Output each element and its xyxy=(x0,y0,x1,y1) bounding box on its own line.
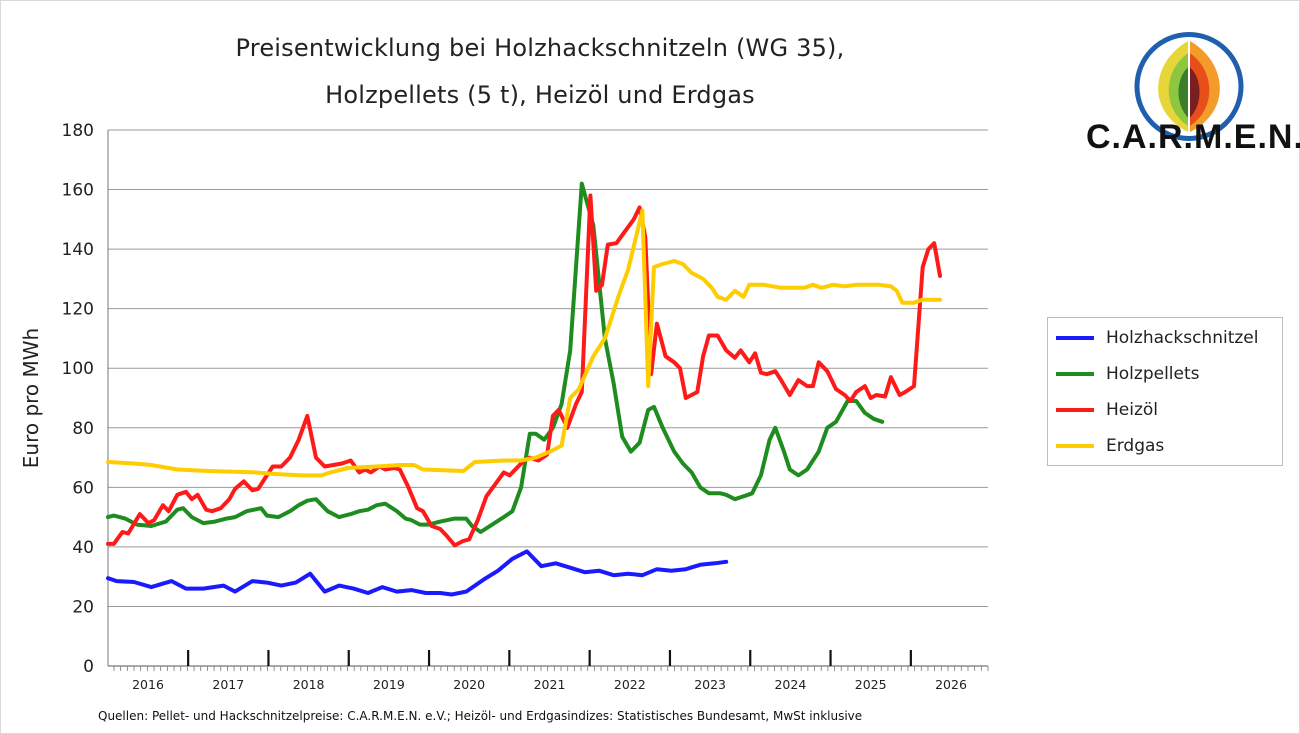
y-tick-label-140: 140 xyxy=(62,240,94,260)
legend-item-holzhackschnitzel: Holzhackschnitzel xyxy=(1056,326,1258,350)
legend-label-holzhackschnitzel: Holzhackschnitzel xyxy=(1106,328,1259,348)
y-tick-label-40: 40 xyxy=(72,538,94,558)
legend-swatch-holzpellets xyxy=(1056,372,1094,376)
x-tick-label-2016: 2016 xyxy=(132,677,164,692)
y-tick-label-20: 20 xyxy=(72,597,94,617)
legend-item-holzpellets: Holzpellets xyxy=(1056,362,1200,386)
x-tick-label-2021: 2021 xyxy=(534,677,566,692)
x-tick-label-2022: 2022 xyxy=(614,677,646,692)
legend-label-erdgas: Erdgas xyxy=(1106,436,1165,456)
x-tick-label-2017: 2017 xyxy=(212,677,244,692)
legend-swatch-heizoel xyxy=(1056,408,1094,412)
x-tick-label-2023: 2023 xyxy=(694,677,726,692)
chart-title-line-1: Preisentwicklung bei Holzhackschnitzeln … xyxy=(235,34,845,62)
legend: Holzhackschnitzel Holzpellets Heizöl Erd… xyxy=(1047,317,1283,466)
x-tick-label-2018: 2018 xyxy=(293,677,325,692)
legend-label-heizoel: Heizöl xyxy=(1106,400,1159,420)
series-line-holzpellets xyxy=(106,181,885,534)
legend-item-heizoel: Heizöl xyxy=(1056,398,1158,422)
source-note: Quellen: Pellet- und Hackschnitzelpreise… xyxy=(98,709,863,723)
legend-swatch-holzhackschnitzel xyxy=(1056,336,1094,340)
y-tick-label-0: 0 xyxy=(83,657,94,677)
y-tick-label-180: 180 xyxy=(62,121,94,141)
y-tick-label-80: 80 xyxy=(72,419,94,439)
carmen-logo-icon xyxy=(1134,32,1244,141)
series-line-erdgas xyxy=(106,208,942,478)
legend-label-holzpellets: Holzpellets xyxy=(1106,364,1200,384)
x-tick-label-2026: 2026 xyxy=(935,677,967,692)
logo-text: C.A.R.M.E.N. xyxy=(1086,118,1300,156)
chart-title-line-2: Holzpellets (5 t), Heizöl und Erdgas xyxy=(325,81,755,109)
y-tick-label-60: 60 xyxy=(72,478,94,498)
x-tick-label-2019: 2019 xyxy=(373,677,405,692)
series-line-holzhackschnitzel xyxy=(106,549,729,597)
legend-item-erdgas: Erdgas xyxy=(1056,434,1164,458)
x-tick-label-2024: 2024 xyxy=(774,677,806,692)
x-tick-label-2025: 2025 xyxy=(855,677,887,692)
y-axis-label: Euro pro MWh xyxy=(19,328,43,468)
legend-swatch-erdgas xyxy=(1056,444,1094,448)
x-tick-label-2020: 2020 xyxy=(453,677,485,692)
series-line-heizl xyxy=(106,193,942,548)
y-tick-label-120: 120 xyxy=(62,300,94,320)
y-tick-label-100: 100 xyxy=(62,359,94,379)
y-tick-label-160: 160 xyxy=(62,181,94,201)
